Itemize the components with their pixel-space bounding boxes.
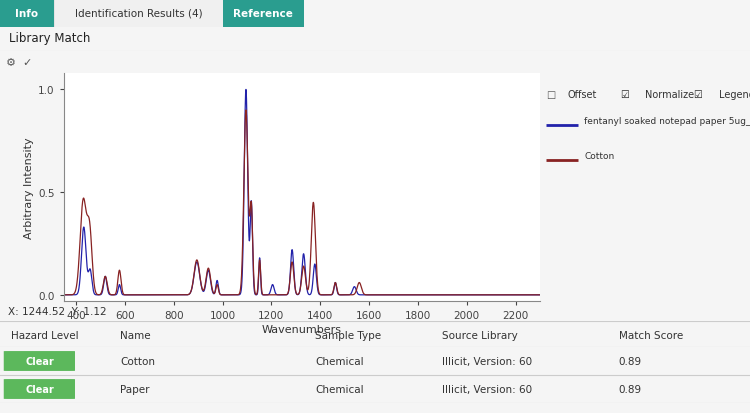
Text: 0.89: 0.89 [619,356,642,366]
X-axis label: Wavenumbers: Wavenumbers [262,324,342,335]
Text: Chemical: Chemical [315,356,364,366]
Text: Library Match: Library Match [9,32,90,45]
Text: Normalize: Normalize [645,90,694,100]
Text: Offset: Offset [567,90,597,100]
Text: Identification Results (4): Identification Results (4) [74,9,202,19]
Text: X: 1244.52  Y: 1.12: X: 1244.52 Y: 1.12 [8,306,106,316]
Text: fentanyl soaked notepad paper 5ug_raman: fentanyl soaked notepad paper 5ug_raman [584,117,750,126]
Text: ☑: ☑ [620,90,628,100]
Text: Cotton: Cotton [584,151,614,160]
Text: Illicit, Version: 60: Illicit, Version: 60 [442,384,532,394]
Text: □: □ [546,90,556,100]
Text: Hazard Level: Hazard Level [11,330,79,340]
FancyBboxPatch shape [4,379,75,399]
Text: Info: Info [16,9,38,19]
Text: Clear: Clear [25,384,54,394]
Text: 0.89: 0.89 [619,384,642,394]
Bar [0,0,54,28]
Bar [54,0,223,28]
Text: Match Score: Match Score [619,330,683,340]
Text: Name: Name [120,330,151,340]
Text: Reference: Reference [233,9,293,19]
Text: Chemical: Chemical [315,384,364,394]
Text: Cotton: Cotton [120,356,155,366]
Text: Source Library: Source Library [442,330,518,340]
FancyBboxPatch shape [4,351,75,371]
Bar [223,0,304,28]
Text: ⚙  ✓: ⚙ ✓ [6,58,32,68]
Text: Paper: Paper [120,384,149,394]
Y-axis label: Arbitrary Intensity: Arbitrary Intensity [24,137,34,238]
Text: Clear: Clear [25,356,54,366]
Text: Sample Type: Sample Type [315,330,381,340]
Text: Legend: Legend [718,90,750,100]
Text: ☑: ☑ [693,90,702,100]
Text: Illicit, Version: 60: Illicit, Version: 60 [442,356,532,366]
